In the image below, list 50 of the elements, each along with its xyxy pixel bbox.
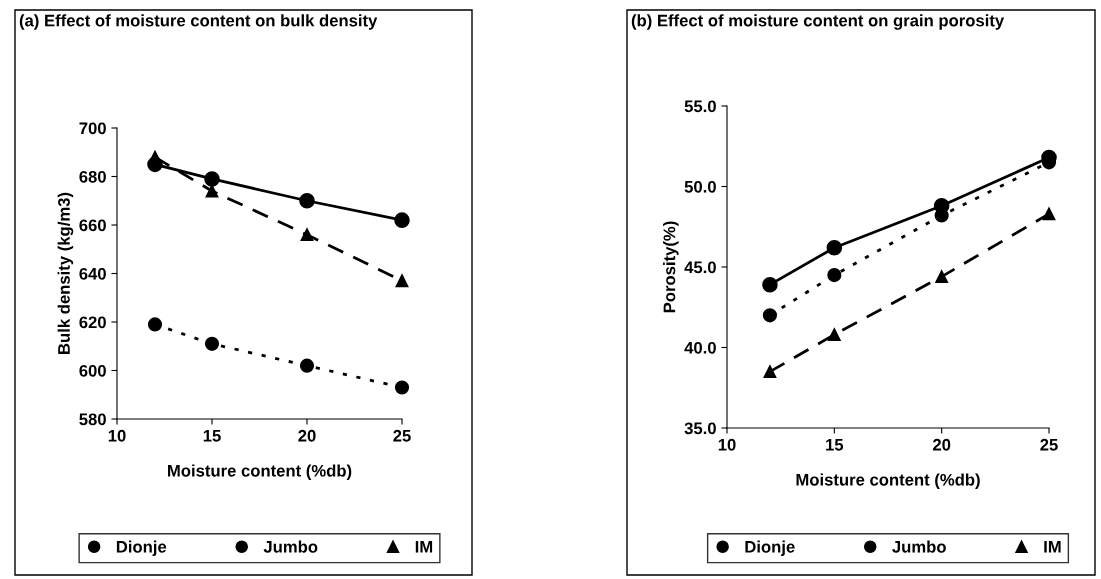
- point: [205, 184, 219, 198]
- point: [204, 171, 220, 187]
- point: [763, 365, 777, 379]
- y-axis-title: Porosity(%): [663, 221, 679, 313]
- legend-label: IM: [415, 541, 433, 553]
- y-tick-label: 620: [79, 316, 106, 329]
- x-tick-label: 20: [298, 429, 316, 442]
- y-tick-label: 660: [79, 219, 106, 232]
- point: [935, 270, 949, 284]
- y-tick-label: 55.0: [684, 100, 716, 113]
- legend-label: Dionje: [116, 540, 167, 556]
- y-tick-label: 40.0: [684, 341, 716, 354]
- y-axis-title: Bulk density (kg/m3): [57, 192, 74, 354]
- point: [395, 274, 409, 288]
- point: [827, 267, 842, 283]
- point: [204, 336, 220, 351]
- point: [762, 276, 778, 293]
- point: [762, 308, 778, 323]
- point: [826, 239, 843, 256]
- chart-title: (a) Effect of moisture content on bulk density: [19, 14, 378, 30]
- y-tick-label: 45.0: [684, 261, 716, 274]
- point: [394, 212, 410, 228]
- x-tick-label: 10: [108, 429, 126, 442]
- y-tick-label: 600: [79, 364, 106, 377]
- x-tick-label: 15: [203, 430, 221, 442]
- x-tick-label: 15: [826, 439, 844, 451]
- x-tick-label: 10: [718, 438, 736, 451]
- chart-title: (b) Effect of moisture content on grain porosity: [631, 14, 1005, 30]
- point: [394, 380, 410, 395]
- y-tick-label: 680: [79, 170, 106, 183]
- y-tick-label: 50.0: [684, 180, 716, 193]
- y-tick-label: 700: [79, 122, 106, 135]
- x-axis-title: Moisture content (%db): [168, 464, 352, 480]
- point: [299, 358, 315, 373]
- x-tick-label: 20: [932, 438, 951, 451]
- point: [1042, 207, 1056, 221]
- point: [299, 192, 315, 209]
- point: [827, 328, 841, 342]
- y-tick-label: 580: [79, 413, 106, 426]
- x-tick-label: 25: [1040, 438, 1058, 451]
- legend-label: Jumbo: [263, 540, 318, 553]
- x-tick-label: 25: [393, 429, 411, 442]
- legend-label: IM: [1044, 541, 1061, 553]
- y-tick-label: 640: [79, 267, 106, 280]
- legend-label: Jumbo: [892, 540, 946, 553]
- y-tick-label: 35.0: [684, 422, 716, 435]
- point: [300, 228, 314, 242]
- x-axis-title: Moisture content (%db): [796, 473, 980, 489]
- point: [147, 317, 163, 332]
- legend-label: Dionje: [745, 540, 795, 556]
